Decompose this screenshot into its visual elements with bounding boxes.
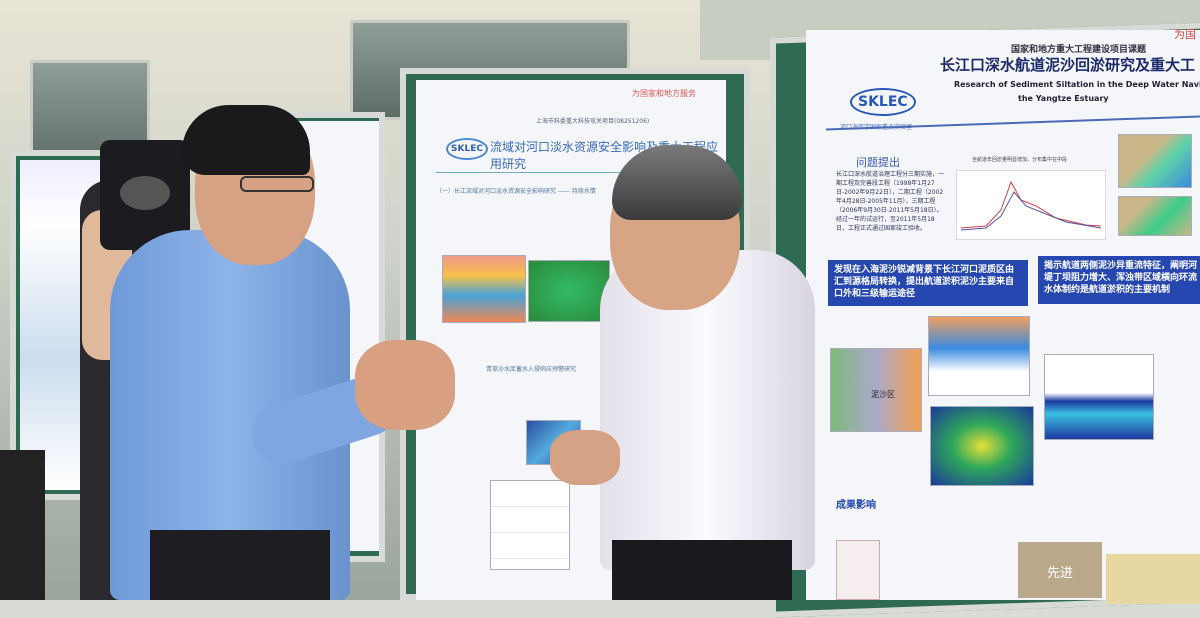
- project-label: 国家和地方重大工程建设项目课题: [1011, 45, 1147, 55]
- corner-tag: 为国: [1174, 28, 1196, 41]
- map-label: 泥沙区: [871, 390, 895, 399]
- finding-box: 发现在入海泥沙锐减背景下长江河口泥质区由汇到源格局转换，提出航道淤积泥沙主要来自…: [828, 260, 1028, 306]
- chart-series: [960, 191, 1102, 231]
- map-image: 泥沙区: [830, 348, 922, 432]
- poster-subtitle: the Yangtze Estuary: [1018, 94, 1109, 103]
- section-heading: （一）长江流域对河口淡水资源安全影响研究 —— 持续水情: [436, 188, 596, 195]
- map-image: [930, 406, 1034, 486]
- poster-subtitle: Research of Sediment Siltation in the De…: [954, 80, 1200, 89]
- corner-tag: 为国家和地方服务: [632, 89, 696, 98]
- map-image: [928, 316, 1030, 396]
- camera-left: [0, 450, 45, 600]
- sklec-logo: SKLEC: [850, 88, 916, 116]
- project-label: 上海市科委重大科技攻关项目(08251206): [536, 118, 650, 125]
- poster-title: 长江口深水航道泥沙回淤研究及重大工: [940, 56, 1196, 74]
- man-right-trousers: [612, 540, 792, 600]
- map-image: [528, 260, 610, 322]
- siltation-line-chart: [956, 170, 1106, 240]
- man-left-hand: [355, 340, 455, 430]
- section-text: 长江口深水航道治理工程分三期实施，一期工程及完善段工程（1998年1月27日-2…: [836, 171, 944, 232]
- certificate: [1106, 554, 1200, 604]
- finding-box: 揭示航道两侧泥沙异重流特征，阐明河堤丁坝阻力增大、浑浊带区域横向环流水体制约是航…: [1038, 256, 1200, 304]
- line-charts: [490, 480, 570, 570]
- chart-image: [1044, 354, 1154, 440]
- eyeglasses: [240, 176, 314, 192]
- camera-microphone: [120, 176, 170, 210]
- certificate: [836, 540, 880, 600]
- map-image: [1118, 134, 1192, 188]
- chart-image: [442, 255, 526, 323]
- man-right-hair: [612, 145, 742, 220]
- man-left-hair: [182, 105, 310, 175]
- section-heading: 问题提出: [856, 156, 900, 169]
- right-poster: 为国 国家和地方重大工程建设项目课题 SKLEC 河口海岸学国家重点实验室 长江…: [806, 28, 1200, 604]
- section-heading: 青草沙水库蓄水入侵响应预警研究: [486, 366, 577, 373]
- man-right-shirt: [600, 250, 815, 570]
- section-heading: 成果影响: [836, 500, 876, 511]
- man-left-trousers: [150, 530, 330, 600]
- map-image: [1118, 196, 1192, 236]
- certificate: 先进: [1018, 542, 1102, 598]
- man-right-hand: [550, 430, 620, 485]
- sklec-logo: SKLEC: [446, 138, 488, 160]
- chart-caption: 全航道年回淤量明显增加，分布集中在中段: [972, 157, 1068, 163]
